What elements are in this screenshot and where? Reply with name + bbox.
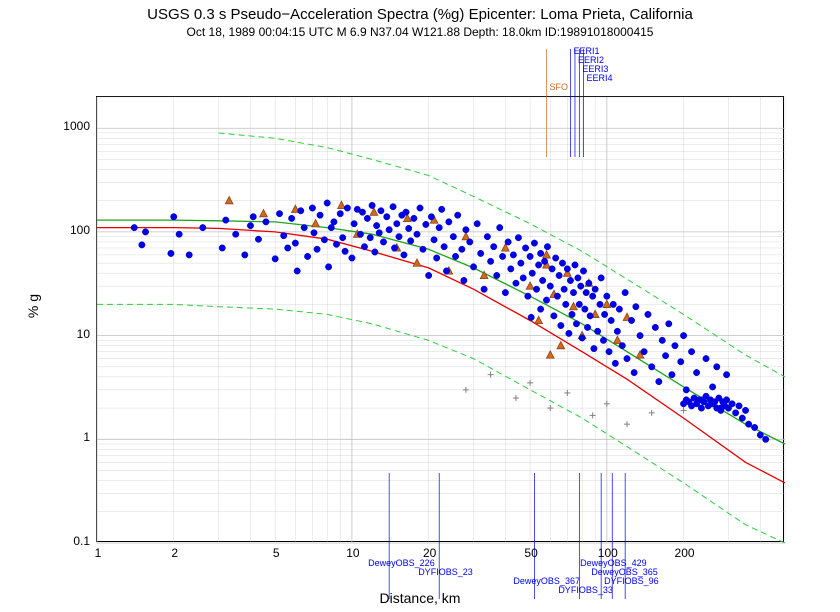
x-tick-label: 50 — [519, 546, 543, 560]
y-tick-label: 0.1 — [73, 534, 90, 548]
chart-subtitle: Oct 18, 1989 00:04:15 UTC M 6.9 N37.04 W… — [0, 25, 840, 39]
top-marker-label: EERI4 — [586, 73, 612, 83]
y-tick-label: 10 — [77, 327, 90, 341]
plot-area — [96, 96, 784, 542]
x-tick-label: 5 — [264, 546, 288, 560]
y-axis-label: % g — [25, 294, 41, 318]
bottom-marker-label: DYFIOBS_33 — [558, 585, 613, 595]
y-axis-label-container: % g — [18, 0, 48, 612]
chart-title-block: USGS 0.3 s Pseudo−Acceleration Spectra (… — [0, 6, 840, 39]
top-marker-label: SFO — [550, 82, 569, 92]
bottom-marker-label: DYFIOBS_23 — [418, 567, 473, 577]
x-tick-label: 1 — [86, 546, 110, 560]
y-tick-label: 1000 — [63, 119, 90, 133]
chart-title: USGS 0.3 s Pseudo−Acceleration Spectra (… — [0, 6, 840, 23]
bottom-marker-label: DYFIOBS_96 — [604, 576, 659, 586]
x-tick-label: 10 — [341, 546, 365, 560]
y-tick-label: 1 — [83, 430, 90, 444]
chart-svg — [97, 97, 783, 541]
x-tick-label: 2 — [163, 546, 187, 560]
x-axis-label: Distance, km — [0, 590, 840, 606]
y-tick-label: 100 — [70, 223, 90, 237]
x-tick-label: 200 — [673, 546, 697, 560]
